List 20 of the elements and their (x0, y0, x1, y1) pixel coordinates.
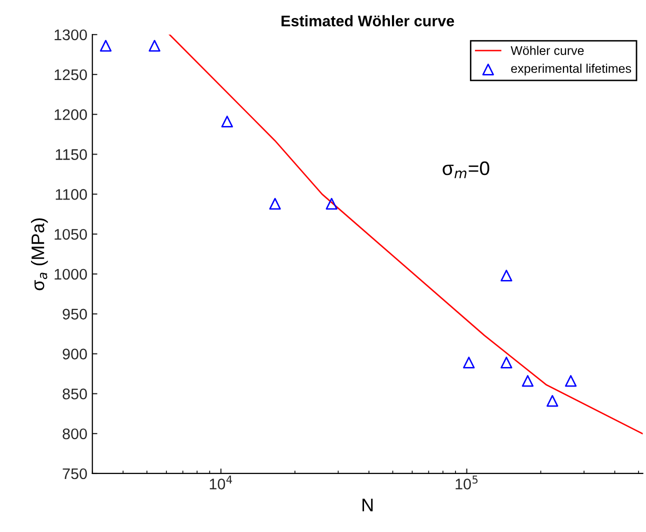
legend-label: experimental lifetimes (511, 64, 632, 76)
y-tick-label: 1100 (56, 189, 87, 200)
legend-label: Wöhler curve (510, 46, 584, 56)
annotation: σ$_{m}$=0 (442, 161, 490, 178)
y-axis-title: σ$_{a}$ (MPa) (31, 218, 48, 290)
y-tick-label: 1200 (54, 109, 87, 120)
y-tick-label: 750 (62, 468, 87, 480)
y-tick-label: 850 (62, 388, 87, 400)
x-tick-label: 10$^{4}$ (210, 476, 232, 490)
y-tick-label: 1300 (54, 29, 87, 40)
y-tick-label: 1050 (54, 228, 87, 240)
y-tick-label: 800 (62, 428, 87, 440)
y-tick-label: 900 (62, 348, 87, 360)
x-axis-title: N (362, 498, 373, 512)
y-tick-label: 950 (62, 308, 87, 320)
chart-title: Estimated Wöhler curve (282, 15, 454, 26)
y-tick-label: 1000 (54, 268, 87, 280)
x-tick-label: 10$^{5}$ (456, 476, 478, 490)
y-tick-label: 1150 (56, 149, 87, 160)
y-tick-label: 1250 (54, 69, 87, 80)
